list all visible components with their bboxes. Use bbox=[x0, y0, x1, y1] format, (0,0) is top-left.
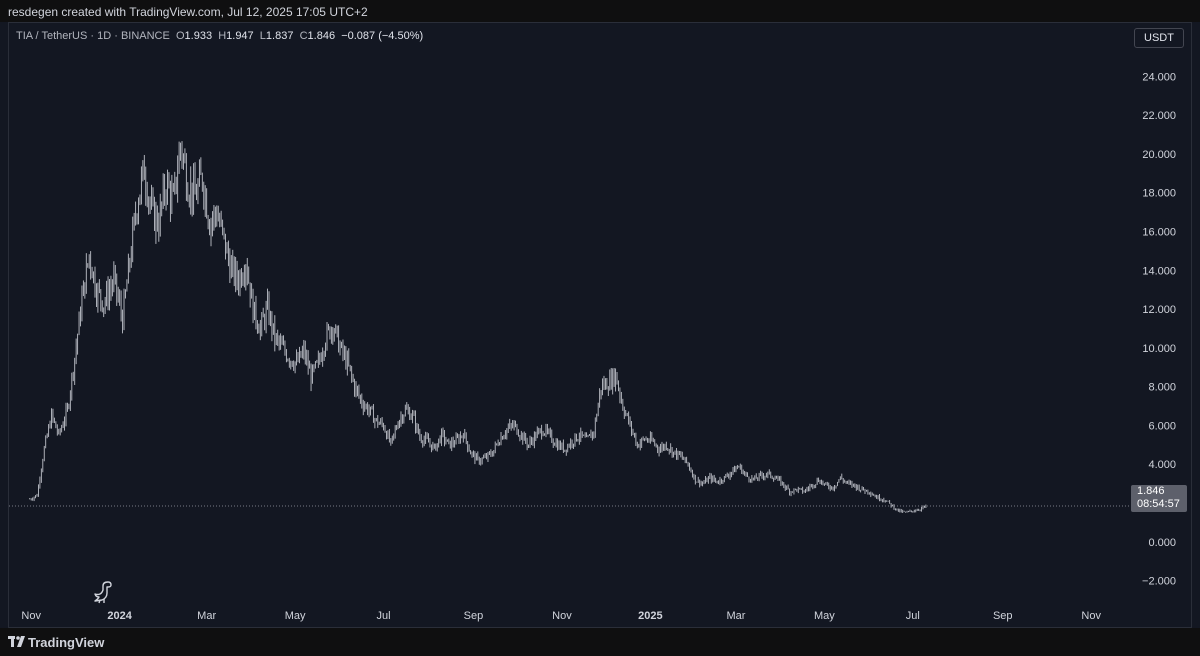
x-tick-label: Mar bbox=[726, 610, 745, 622]
top-watermark-bar: resdegen created with TradingView.com, J… bbox=[0, 0, 1200, 22]
watermark-text: resdegen created with TradingView.com, J… bbox=[8, 5, 368, 19]
x-tick-label: Sep bbox=[993, 610, 1013, 622]
y-tick-label: 4.000 bbox=[1148, 459, 1176, 471]
legend-low-value: 1.837 bbox=[265, 30, 294, 42]
x-tick-label: Nov bbox=[1081, 610, 1101, 622]
y-tick-label: 18.000 bbox=[1142, 188, 1176, 200]
x-tick-label: Jul bbox=[377, 610, 391, 622]
legend-symbol: TIA / TetherUS · 1D · BINANCE bbox=[16, 30, 170, 42]
legend-high-value: 1.947 bbox=[226, 30, 254, 42]
legend-open-label: O bbox=[175, 30, 185, 42]
y-tick-label: 10.000 bbox=[1142, 343, 1176, 355]
legend-close-value: 1.846 bbox=[307, 30, 336, 42]
currency-button[interactable]: USDT bbox=[1134, 28, 1184, 48]
symbol-legend: TIA / TetherUS · 1D · BINANCE O1.933 H1.… bbox=[16, 30, 423, 42]
y-tick-label: 16.000 bbox=[1142, 226, 1176, 238]
legend-low-label: L bbox=[259, 30, 266, 42]
y-tick-label: −2.000 bbox=[1142, 576, 1176, 588]
x-tick-label: 2024 bbox=[107, 610, 132, 622]
last-price-value: 1.846 bbox=[1137, 485, 1165, 497]
dino-icon[interactable] bbox=[92, 580, 114, 604]
legend-high-label: H bbox=[218, 30, 227, 42]
y-tick-label: 12.000 bbox=[1142, 304, 1176, 316]
legend-open-value: 1.933 bbox=[184, 30, 213, 42]
y-tick-label: 14.000 bbox=[1142, 265, 1176, 277]
chart-frame[interactable] bbox=[8, 22, 1192, 628]
x-tick-label: Nov bbox=[552, 610, 572, 622]
x-tick-label: 2025 bbox=[638, 610, 662, 622]
y-tick-label: 8.000 bbox=[1148, 382, 1176, 394]
candle-series bbox=[29, 141, 927, 514]
y-tick-label: 6.000 bbox=[1148, 420, 1176, 432]
x-tick-label: Jul bbox=[906, 610, 920, 622]
y-tick-label: 20.000 bbox=[1142, 149, 1176, 161]
x-tick-label: Mar bbox=[197, 610, 216, 622]
y-axis: 24.000 22.000 20.000 18.000 16.000 14.000 12.0… bbox=[1142, 71, 1176, 587]
footer-brand: TradingView bbox=[28, 635, 105, 650]
x-tick-label: May bbox=[814, 610, 835, 622]
bar-countdown: 08:54:57 bbox=[1137, 498, 1180, 510]
x-axis: Nov 2024 Mar May Jul Sep Nov 2025 Mar May Jul Sep No… bbox=[21, 610, 1101, 622]
y-tick-label: 22.000 bbox=[1142, 110, 1176, 122]
last-price-tag: 1.846 08:54:57 bbox=[1131, 485, 1187, 512]
x-tick-label: Sep bbox=[464, 610, 484, 622]
y-tick-label: 0.000 bbox=[1148, 537, 1176, 549]
tradingview-logo-icon bbox=[8, 636, 25, 647]
y-tick-label: 24.000 bbox=[1142, 71, 1176, 83]
legend-close-label: C bbox=[299, 30, 308, 42]
legend-change: −0.087 (−4.50%) bbox=[341, 30, 424, 42]
footer-bar: TradingView bbox=[0, 628, 1200, 656]
x-tick-label: Nov bbox=[21, 610, 41, 622]
x-tick-label: May bbox=[285, 610, 306, 622]
